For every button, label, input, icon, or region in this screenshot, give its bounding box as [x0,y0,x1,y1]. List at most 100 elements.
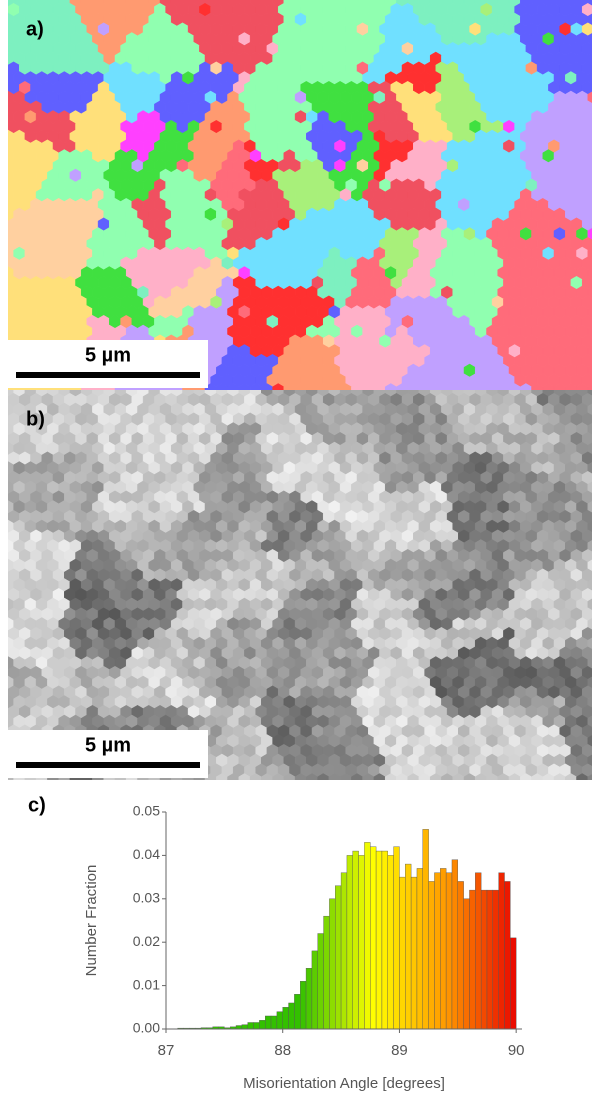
y-tick-label: 0.00 [133,1020,160,1036]
map-cell [593,374,600,387]
x-tick-label: 90 [508,1042,525,1059]
bar [259,1020,265,1029]
bar [434,873,440,1029]
map-cell [593,764,600,777]
scale-bar-label: 5 µm [85,344,131,366]
y-tick-label: 0.01 [133,976,160,992]
map-cell [593,179,600,192]
map-cell [593,42,600,55]
map-cell [593,608,600,621]
bar [429,881,435,1029]
map-cell [593,471,600,484]
map-cell [593,120,600,133]
bar [300,981,306,1029]
map-cell [593,666,600,679]
quality-map: b) 5 µm [2,384,600,787]
bar [265,1016,271,1029]
bar [405,864,411,1029]
x-tick-label: 89 [391,1042,408,1059]
map-cell [593,510,600,523]
map-cell [593,569,600,582]
bar [446,873,452,1029]
y-tick-label: 0.04 [133,846,160,862]
bar [475,873,481,1029]
map-cell [593,588,600,601]
histogram: c)0.000.010.020.030.040.0587888990Misori… [28,794,525,1092]
map-cell [593,140,600,153]
bar [481,890,487,1029]
y-tick-label: 0.05 [133,803,160,819]
bar [394,847,400,1029]
map-cell [593,81,600,94]
map-cell [593,549,600,562]
map-cell [593,491,600,504]
bar [254,1022,260,1029]
map-cell [593,432,600,445]
cells [2,384,600,787]
map-cell [593,101,600,114]
map-cell [593,315,600,328]
bar [271,1016,277,1029]
bar [499,873,505,1029]
bar [493,890,499,1029]
map-cell [593,296,600,309]
x-axis-label: Misorientation Angle [degrees] [243,1075,445,1092]
bar [452,860,458,1029]
scale-bar-label: 5 µm [85,734,131,756]
bar [242,1025,248,1029]
map-cell [593,354,600,367]
x-tick-label: 87 [158,1042,175,1059]
map-cell [593,198,600,211]
bar [312,951,318,1029]
bar [248,1022,254,1029]
map-cell [593,705,600,718]
bar [399,877,405,1029]
map-cell [593,686,600,699]
bar [335,886,341,1029]
map-cell [593,62,600,75]
map-cell [593,335,600,348]
panel-label: a) [26,18,44,40]
bar [359,855,365,1029]
panel-label: c) [28,794,46,816]
map-cell [593,413,600,426]
map-cell [593,627,600,640]
bar [353,851,359,1029]
map-cell [593,237,600,250]
bar [324,916,330,1029]
bar [289,1003,295,1029]
bar [487,890,493,1029]
map-cell [593,647,600,660]
bar [504,881,510,1029]
bar [423,829,429,1029]
x-tick-label: 88 [274,1042,291,1059]
map-cell [593,530,600,543]
map-cell [593,23,600,36]
bar [277,1012,283,1029]
y-tick-label: 0.03 [133,890,160,906]
bar [236,1026,242,1029]
bar [458,881,464,1029]
bar [306,968,312,1029]
map-cell [593,3,600,16]
bar [364,842,370,1029]
figure: a)5 µm b)5 µm c)0.000.010.020.030.040.05… [0,0,600,1099]
bar [329,899,335,1029]
bar [382,851,388,1029]
bar [411,877,417,1029]
panel-label: b) [26,408,45,430]
cells [2,0,600,397]
bar [283,1007,289,1029]
map-cell [593,725,600,738]
map-cell [593,744,600,757]
y-axis-label: Number Fraction [83,865,100,977]
map-cell [593,276,600,289]
map-cell [593,159,600,172]
map-cell [593,393,600,406]
map-cell [593,452,600,465]
scale-bar [16,762,200,768]
bar [376,851,382,1029]
bar [440,868,446,1029]
bar [341,873,347,1029]
bar [318,934,324,1029]
